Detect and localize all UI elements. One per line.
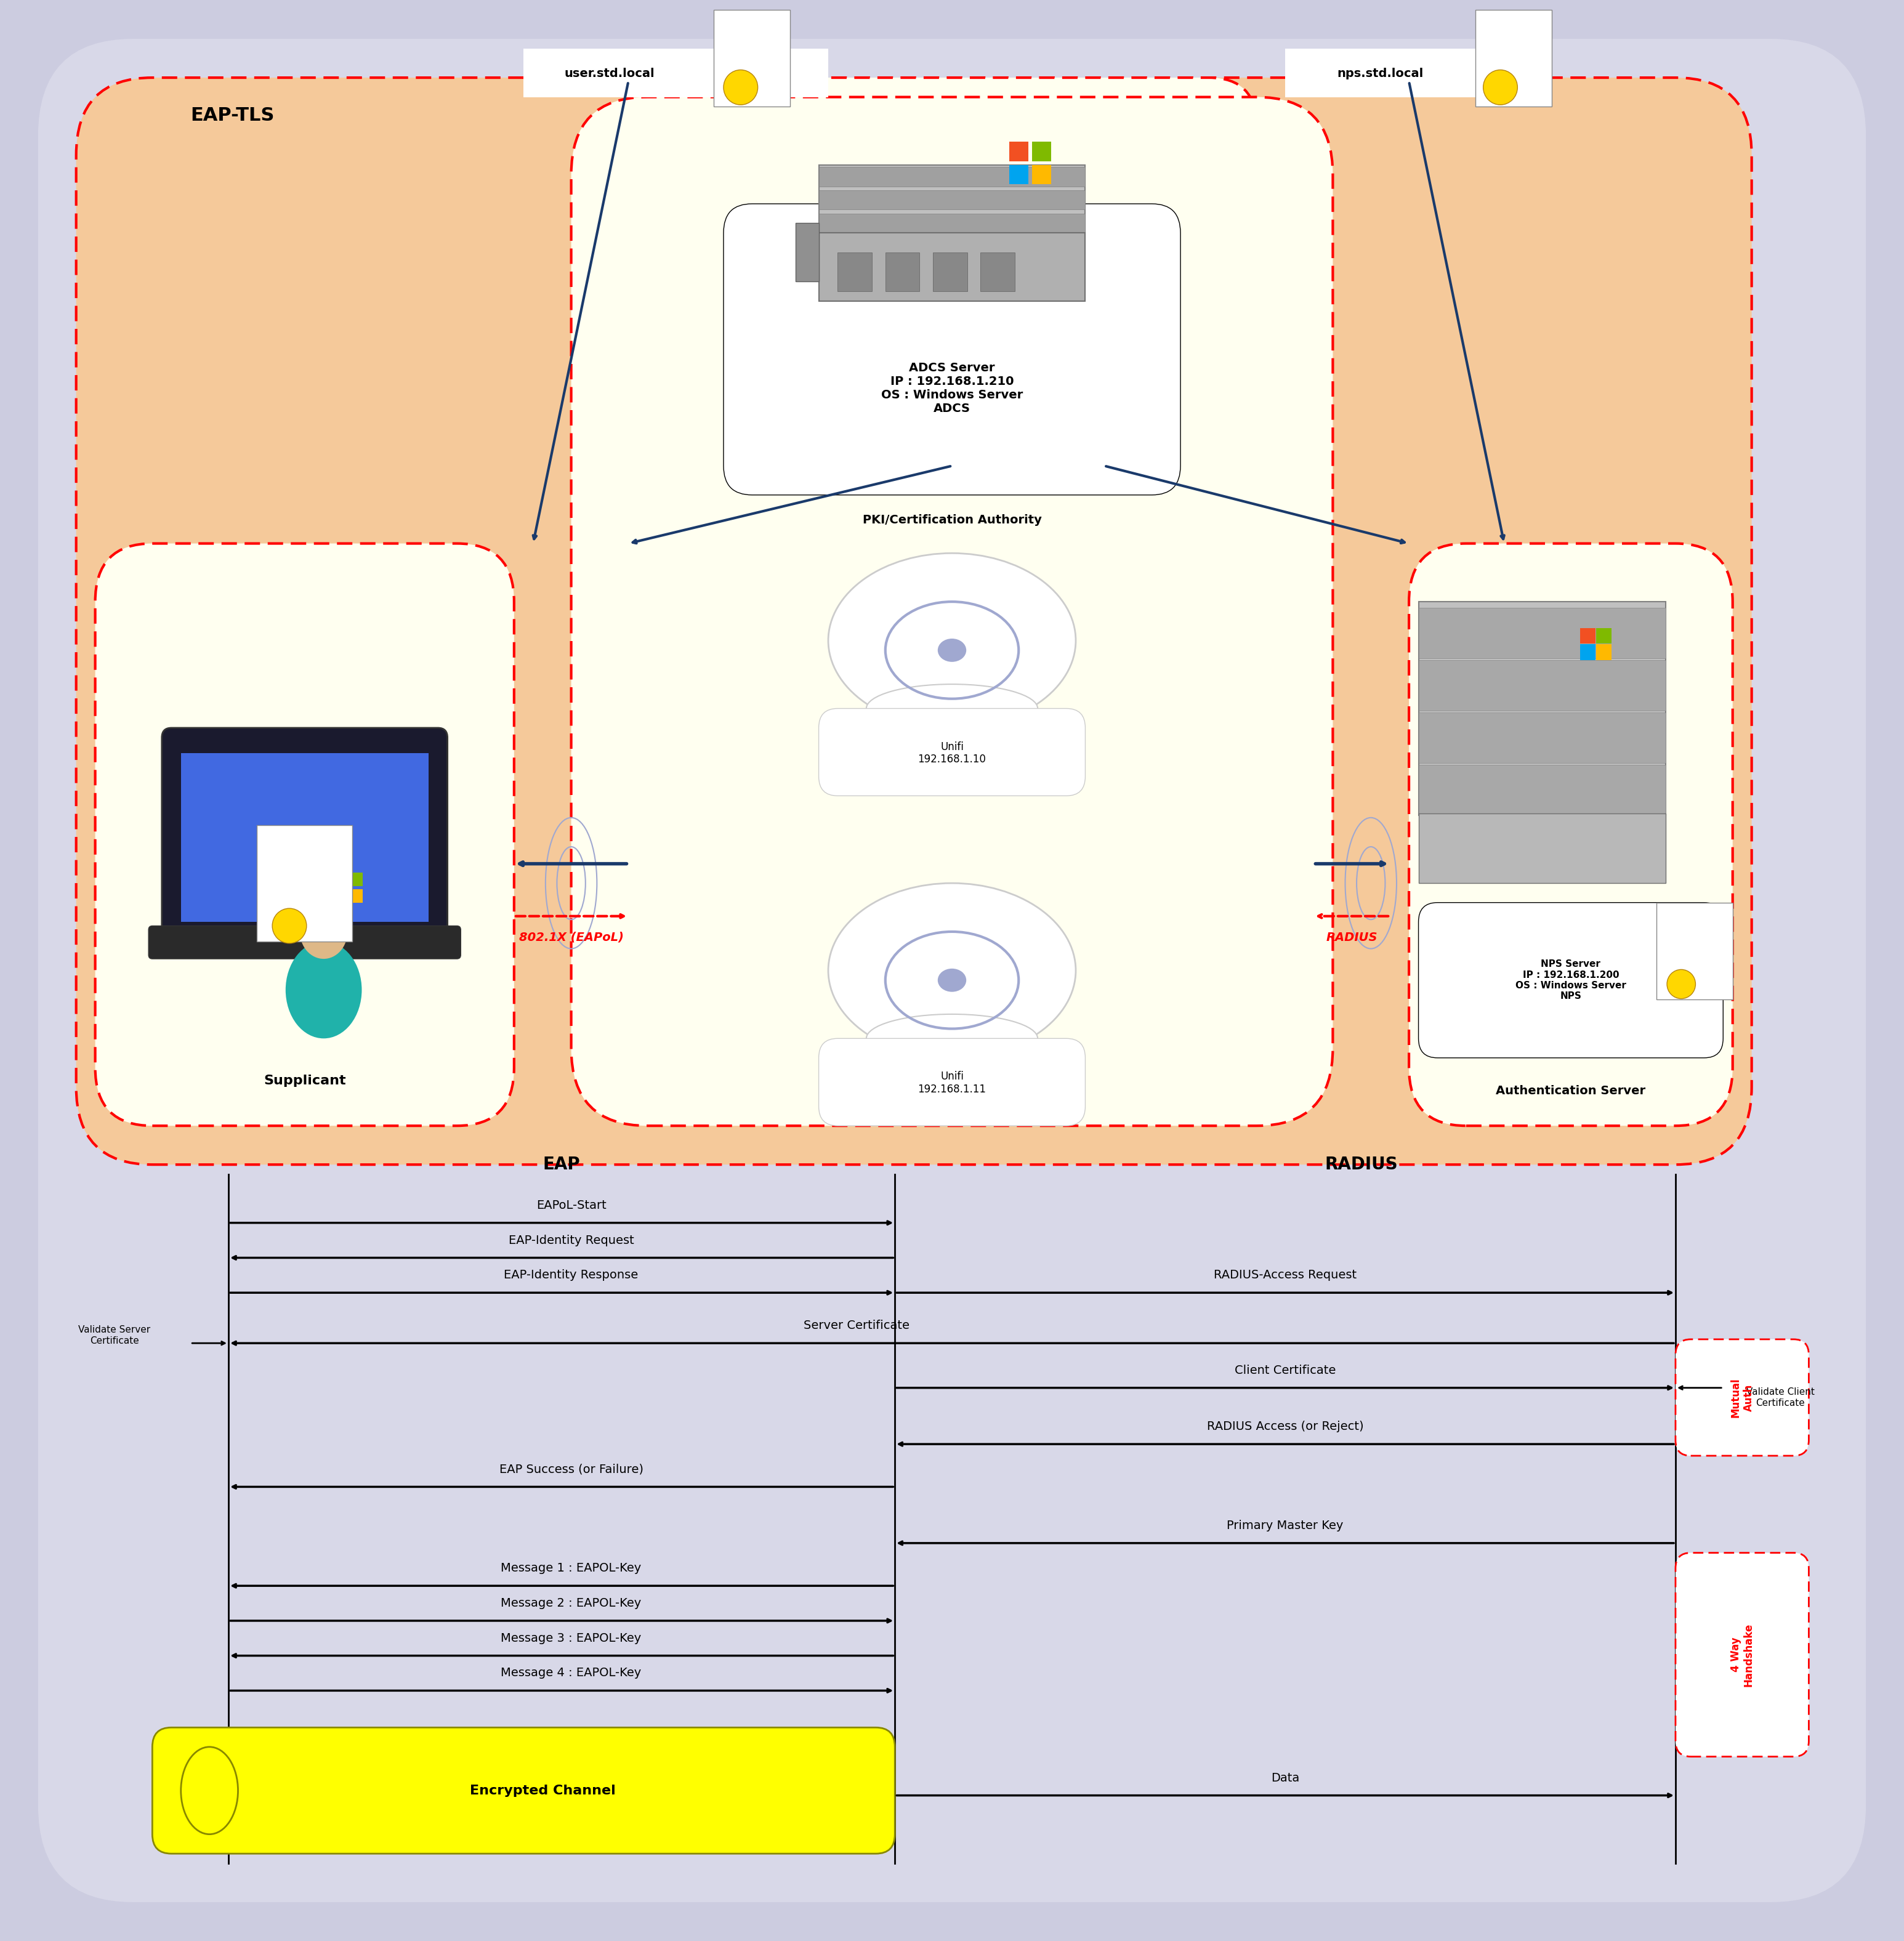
- Bar: [838, 252, 872, 291]
- Text: ADCS Server
IP : 192.168.1.210
OS : Windows Server
ADCS: ADCS Server IP : 192.168.1.210 OS : Wind…: [882, 363, 1022, 413]
- Text: RADIUS: RADIUS: [1325, 1157, 1398, 1172]
- FancyBboxPatch shape: [95, 543, 514, 1126]
- Ellipse shape: [937, 969, 965, 992]
- Text: RADIUS: RADIUS: [1325, 932, 1378, 943]
- FancyBboxPatch shape: [38, 39, 1866, 1902]
- Bar: [933, 252, 967, 291]
- Bar: [819, 165, 1085, 233]
- Text: Authenticaticator: Authenticaticator: [876, 1091, 1028, 1106]
- Text: NPS Server
IP : 192.168.1.200
OS : Windows Server
NPS: NPS Server IP : 192.168.1.200 OS : Windo…: [1516, 959, 1626, 1002]
- FancyBboxPatch shape: [819, 708, 1085, 796]
- Bar: [1580, 629, 1596, 644]
- Bar: [1596, 644, 1611, 660]
- Text: EAP-Identity Request: EAP-Identity Request: [508, 1234, 634, 1246]
- Text: EAP: EAP: [543, 1157, 581, 1172]
- Bar: [1418, 608, 1666, 658]
- Ellipse shape: [937, 639, 965, 662]
- Bar: [333, 889, 347, 903]
- FancyBboxPatch shape: [1676, 1339, 1809, 1456]
- Text: Validate Client
Certificate: Validate Client Certificate: [1746, 1388, 1815, 1407]
- Bar: [1656, 903, 1733, 1000]
- Text: 4 Way
Handshake: 4 Way Handshake: [1731, 1623, 1754, 1687]
- FancyBboxPatch shape: [647, 78, 1257, 505]
- FancyBboxPatch shape: [149, 926, 461, 959]
- Text: EAPoL-Start: EAPoL-Start: [537, 1200, 605, 1211]
- Bar: [819, 233, 1085, 301]
- Bar: [1009, 142, 1028, 161]
- Text: Data: Data: [1272, 1772, 1299, 1784]
- Bar: [257, 825, 352, 941]
- Text: PKI/Certification Authority: PKI/Certification Authority: [863, 514, 1041, 526]
- Bar: [1418, 602, 1666, 815]
- Bar: [1009, 165, 1028, 184]
- Text: Message 2 : EAPOL-Key: Message 2 : EAPOL-Key: [501, 1597, 642, 1609]
- Text: nps.std.local: nps.std.local: [1337, 68, 1424, 80]
- FancyBboxPatch shape: [162, 728, 447, 941]
- Text: Message 1 : EAPOL-Key: Message 1 : EAPOL-Key: [501, 1563, 642, 1574]
- Bar: [348, 889, 362, 903]
- Text: 802.1X (EAPoL): 802.1X (EAPoL): [520, 932, 623, 943]
- Ellipse shape: [828, 883, 1076, 1058]
- Text: EAP-Identity Response: EAP-Identity Response: [505, 1269, 638, 1281]
- FancyBboxPatch shape: [819, 1038, 1085, 1126]
- Bar: [819, 167, 1085, 186]
- Bar: [1418, 765, 1666, 815]
- Bar: [1418, 712, 1666, 763]
- Bar: [1476, 10, 1552, 107]
- Text: Primary Master Key: Primary Master Key: [1226, 1520, 1344, 1531]
- Bar: [819, 190, 1085, 210]
- Ellipse shape: [181, 1747, 238, 1834]
- Bar: [1285, 49, 1552, 97]
- Bar: [796, 223, 819, 281]
- Text: Supplicant: Supplicant: [263, 1075, 347, 1087]
- FancyBboxPatch shape: [1409, 543, 1733, 1126]
- FancyBboxPatch shape: [1676, 1553, 1809, 1757]
- Bar: [1418, 660, 1666, 710]
- Text: EAP Success (or Failure): EAP Success (or Failure): [499, 1464, 644, 1475]
- Ellipse shape: [724, 70, 758, 105]
- Ellipse shape: [1666, 970, 1695, 1000]
- Ellipse shape: [828, 553, 1076, 728]
- Text: Message 3 : EAPOL-Key: Message 3 : EAPOL-Key: [501, 1632, 642, 1644]
- Text: RADIUS Access (or Reject): RADIUS Access (or Reject): [1207, 1421, 1363, 1432]
- Bar: [819, 214, 1085, 233]
- Bar: [981, 252, 1015, 291]
- Bar: [885, 252, 920, 291]
- FancyBboxPatch shape: [1418, 903, 1723, 1058]
- Ellipse shape: [866, 685, 1038, 734]
- Text: Unifi
192.168.1.11: Unifi 192.168.1.11: [918, 1071, 986, 1095]
- Text: Validate Server
Certificate: Validate Server Certificate: [78, 1326, 150, 1345]
- Text: user.std.local: user.std.local: [564, 68, 655, 80]
- Bar: [333, 873, 347, 887]
- Ellipse shape: [866, 1013, 1038, 1064]
- Bar: [1580, 644, 1596, 660]
- Text: RADIUS-Access Request: RADIUS-Access Request: [1213, 1269, 1358, 1281]
- Text: Unifi
192.168.1.10: Unifi 192.168.1.10: [918, 741, 986, 765]
- Bar: [524, 49, 828, 97]
- Text: Mutual
Auth: Mutual Auth: [1731, 1378, 1754, 1417]
- Bar: [348, 873, 362, 887]
- Text: EAP-TLS: EAP-TLS: [190, 107, 274, 124]
- Text: Message 4 : EAPOL-Key: Message 4 : EAPOL-Key: [501, 1667, 642, 1679]
- Text: Encrypted Channel: Encrypted Channel: [470, 1784, 615, 1797]
- Bar: [1596, 629, 1611, 644]
- Bar: [181, 753, 428, 922]
- Bar: [714, 10, 790, 107]
- Ellipse shape: [1483, 70, 1517, 105]
- Ellipse shape: [272, 908, 307, 943]
- Text: Client Certificate: Client Certificate: [1234, 1365, 1337, 1376]
- Text: Authentication Server: Authentication Server: [1497, 1085, 1645, 1097]
- FancyBboxPatch shape: [152, 1727, 895, 1854]
- Bar: [1032, 165, 1051, 184]
- FancyBboxPatch shape: [724, 204, 1180, 495]
- Text: Server Certificate: Server Certificate: [803, 1320, 910, 1332]
- FancyBboxPatch shape: [571, 97, 1333, 1126]
- Ellipse shape: [286, 941, 362, 1038]
- Ellipse shape: [301, 905, 347, 959]
- FancyBboxPatch shape: [76, 78, 1752, 1165]
- Bar: [1418, 813, 1666, 883]
- Bar: [1032, 142, 1051, 161]
